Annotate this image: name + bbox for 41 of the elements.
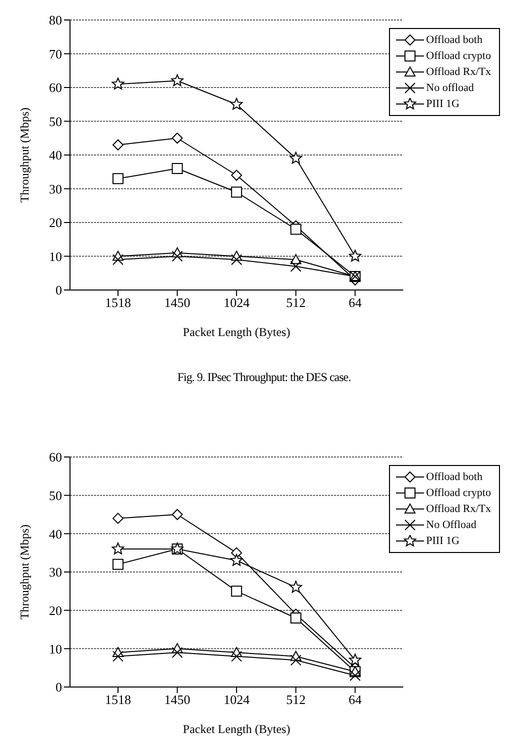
- y-tick-label: 40: [49, 148, 62, 163]
- x-tick-label: 64: [348, 692, 362, 708]
- x-tick-label: 1450: [164, 692, 190, 708]
- legend-label: No offload: [426, 82, 474, 94]
- x-tick-label: 512: [286, 692, 306, 708]
- x-tick-label: 1450: [164, 295, 190, 310]
- legend-label: PIII 1G: [426, 98, 460, 110]
- y-axis-title: Throughput (Mbps): [17, 524, 32, 620]
- y-tick-label: 0: [56, 282, 62, 298]
- x-tick-label: 64: [348, 295, 362, 310]
- x-axis-title: Packet Length (Bytes): [182, 722, 290, 736]
- y-tick-label: 40: [49, 526, 62, 542]
- legend-label: Offload crypto: [426, 487, 491, 499]
- y-tick-label: 50: [49, 114, 62, 129]
- legend-label: Offload both: [426, 34, 482, 46]
- caption: Fig. 9. IPsec Throughput: the DES case.: [176, 370, 352, 385]
- legend-label: Offload crypto: [426, 50, 491, 62]
- y-tick-label: 10: [49, 641, 62, 656]
- x-tick-label: 512: [286, 295, 306, 310]
- y-tick-label: 60: [49, 450, 62, 465]
- x-tick-label: 1024: [224, 295, 250, 310]
- y-tick-label: 0: [56, 680, 62, 695]
- x-axis-title: Packet Length (Bytes): [182, 325, 290, 339]
- y-tick-label: 30: [49, 564, 62, 580]
- y-tick-label: 80: [49, 12, 62, 28]
- x-tick-label: 1024: [224, 692, 250, 708]
- legend-label: Offload Rx/Tx: [426, 503, 491, 515]
- y-tick-label: 50: [49, 488, 62, 503]
- legend-label: No Offload: [426, 519, 476, 531]
- y-tick-label: 20: [49, 602, 62, 618]
- y-tick-label: 60: [49, 80, 62, 96]
- legend-label: PIII 1G: [426, 535, 460, 547]
- x-tick-label: 1518: [105, 692, 131, 708]
- y-axis-title: Throughput (Mbps): [17, 108, 32, 202]
- y-tick-label: 10: [49, 248, 62, 264]
- y-tick-label: 20: [49, 215, 62, 230]
- legend-label: Offload both: [426, 471, 482, 483]
- y-tick-label: 30: [49, 181, 62, 196]
- legend-label: Offload Rx/Tx: [426, 66, 491, 78]
- x-tick-label: 1518: [105, 295, 131, 310]
- y-tick-label: 70: [49, 46, 62, 62]
